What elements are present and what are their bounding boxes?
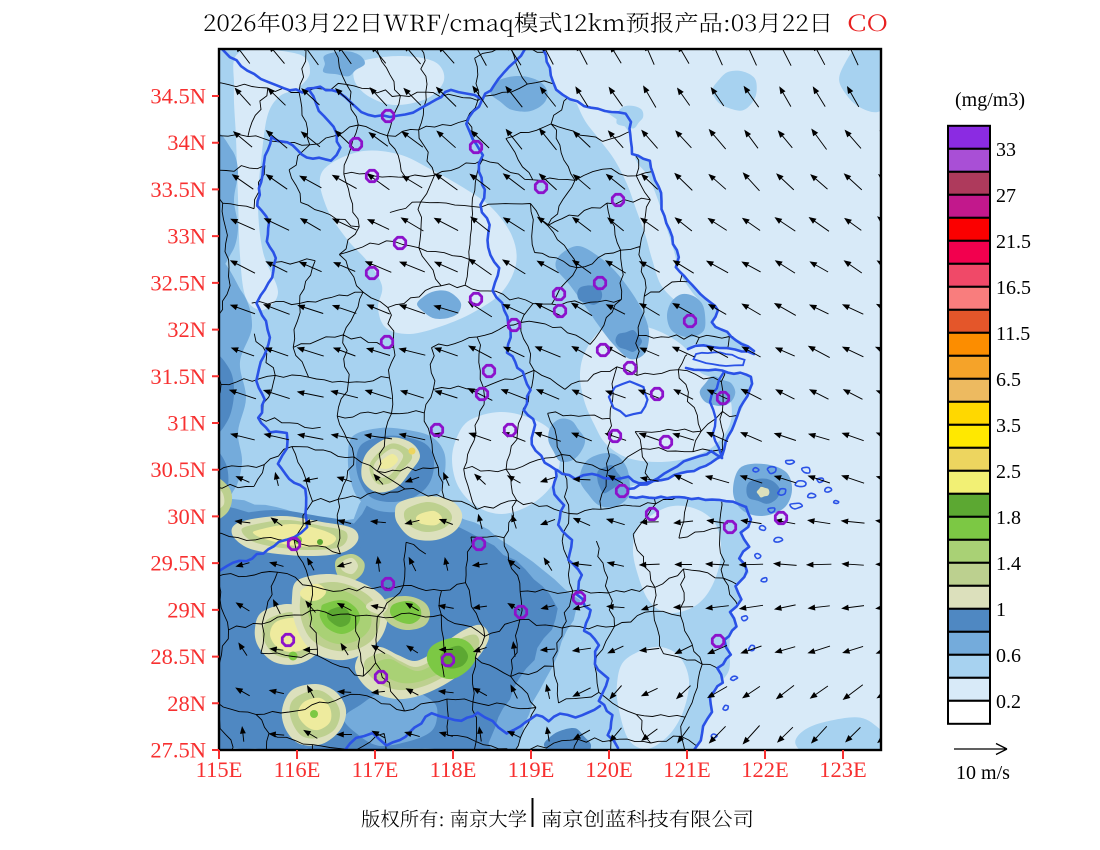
svg-text:1.8: 1.8 (996, 507, 1021, 529)
svg-text:32.5N: 32.5N (150, 270, 206, 295)
svg-text:(mg/m3): (mg/m3) (955, 89, 1025, 111)
svg-text:11.5: 11.5 (996, 323, 1030, 345)
svg-text:27.5N: 27.5N (150, 738, 206, 763)
svg-text:117E: 117E (352, 757, 399, 782)
svg-text:115E: 115E (196, 757, 243, 782)
svg-text:29.5N: 29.5N (150, 551, 206, 576)
svg-text:29N: 29N (167, 597, 206, 622)
svg-text:27: 27 (996, 185, 1016, 207)
svg-text:119E: 119E (508, 757, 555, 782)
svg-text:33N: 33N (167, 224, 206, 249)
svg-text:1: 1 (996, 599, 1006, 621)
svg-text:34N: 34N (167, 130, 206, 155)
svg-text:1.4: 1.4 (996, 553, 1021, 575)
svg-text:33.5N: 33.5N (150, 177, 206, 202)
svg-text:0.2: 0.2 (996, 691, 1021, 713)
svg-text:32N: 32N (167, 317, 206, 342)
svg-text:31N: 31N (167, 411, 206, 436)
svg-text:116E: 116E (274, 757, 321, 782)
svg-text:31.5N: 31.5N (150, 364, 206, 389)
svg-text:0.6: 0.6 (996, 645, 1021, 667)
svg-text:30.5N: 30.5N (150, 457, 206, 482)
svg-text:123E: 123E (819, 757, 867, 782)
svg-text:3.5: 3.5 (996, 415, 1021, 437)
svg-text:34.5N: 34.5N (150, 84, 206, 109)
svg-text:122E: 122E (741, 757, 789, 782)
svg-text:30N: 30N (167, 504, 206, 529)
svg-text:10 m/s: 10 m/s (956, 762, 1010, 784)
svg-text:118E: 118E (430, 757, 477, 782)
svg-text:120E: 120E (585, 757, 633, 782)
svg-text:21.5: 21.5 (996, 231, 1031, 253)
svg-text:121E: 121E (663, 757, 711, 782)
svg-text:6.5: 6.5 (996, 369, 1021, 391)
svg-text:33: 33 (996, 139, 1016, 161)
svg-text:28.5N: 28.5N (150, 644, 206, 669)
svg-text:16.5: 16.5 (996, 277, 1031, 299)
svg-text:28N: 28N (167, 691, 206, 716)
svg-text:2.5: 2.5 (996, 461, 1021, 483)
